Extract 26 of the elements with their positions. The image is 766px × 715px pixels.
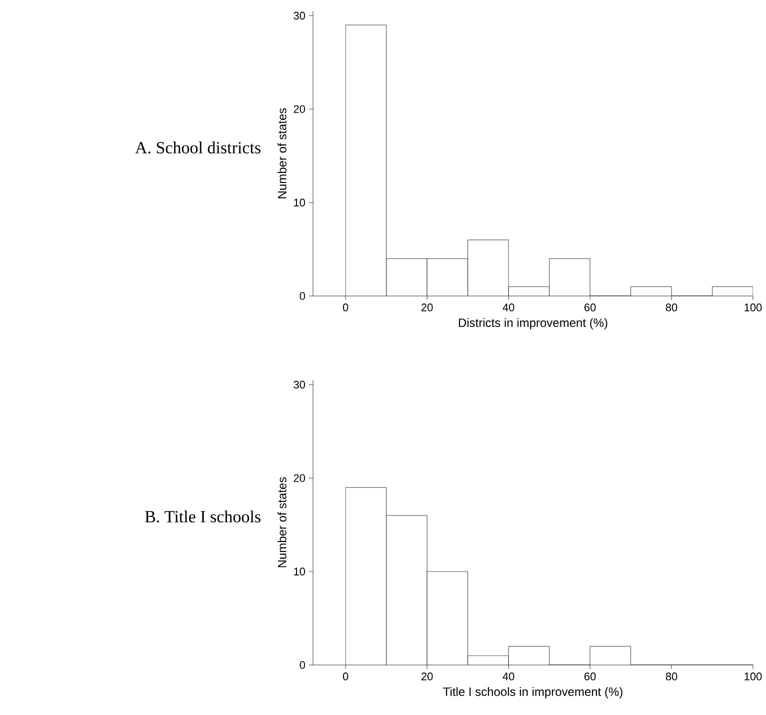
x-tick-label: 100	[744, 672, 762, 680]
x-tick-label: 40	[502, 304, 514, 312]
x-tick-label: 80	[666, 672, 678, 680]
y-axis-title: Number of states	[278, 477, 286, 568]
x-axis-title: Districts in improvement (%)	[458, 318, 608, 330]
text: A. School districts	[135, 141, 260, 154]
x-tick-label: 100	[744, 304, 762, 312]
y-tick-label: 30	[294, 380, 306, 389]
x-tick-label: 0	[342, 304, 348, 312]
x-tick-label: 60	[584, 304, 596, 312]
y-tick-label: 20	[294, 474, 306, 482]
x-tick-label: 40	[502, 672, 514, 680]
y-tick-label: 30	[294, 12, 306, 20]
x-tick-label: 80	[666, 304, 678, 312]
x-axis-title: Title I schools in improvement (%)	[443, 687, 622, 698]
y-tick-label: 20	[294, 105, 306, 114]
y-axis-title: Number of states	[278, 108, 286, 198]
y-tick-label: 10	[294, 198, 306, 206]
y-tick-label: 0	[300, 661, 306, 669]
x-tick-label: 0	[342, 672, 348, 680]
x-tick-label: 60	[584, 672, 596, 680]
x-tick-label: 20	[422, 672, 433, 680]
text: B. Title I schools	[145, 510, 260, 522]
x-tick-label: 20	[422, 304, 433, 312]
y-tick-label: 10	[294, 568, 306, 576]
y-tick-label: 0	[300, 292, 306, 300]
